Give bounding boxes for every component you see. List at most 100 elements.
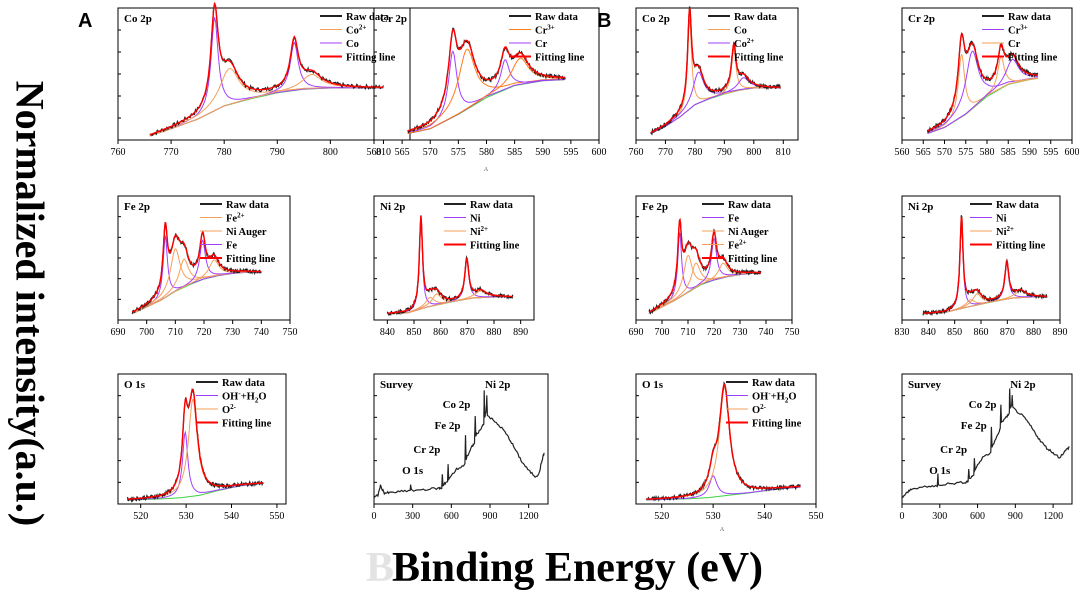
x-tick-label: 585 bbox=[1001, 147, 1016, 158]
x-tick-label: 595 bbox=[1043, 147, 1058, 158]
panel-label-a: A bbox=[78, 10, 93, 32]
x-tick-label: 790 bbox=[717, 147, 732, 158]
survey-annotation-1: Fe 2p bbox=[961, 420, 987, 432]
legend-label-4: Fitting line bbox=[226, 254, 276, 265]
x-tick-label: 900 bbox=[483, 511, 498, 522]
component-peak-3 bbox=[387, 260, 513, 315]
background-line bbox=[149, 87, 384, 137]
x-tick-label: 300 bbox=[932, 511, 947, 522]
survey-line bbox=[373, 390, 545, 499]
chart-title: Fe 2p bbox=[642, 201, 668, 213]
legend-label-1: Cr3+ bbox=[535, 24, 555, 37]
x-tick-label: 750 bbox=[785, 327, 800, 338]
component-peak-2 bbox=[132, 258, 262, 314]
chart-b-ni-2p: 830 840 850 860 870 880 890 Ni 2p Raw data NiNi2+… bbox=[895, 195, 1068, 338]
component-peak-3 bbox=[149, 73, 384, 137]
fitting-line bbox=[127, 388, 264, 500]
ghost-letter: B bbox=[366, 545, 395, 591]
x-tick-label: 840 bbox=[921, 327, 936, 338]
raw-data-line bbox=[386, 215, 514, 317]
chart-b-survey: 0 300 600 900 1200 Survey Co 2p Fe 2p Cr 2p O 1s N… bbox=[900, 373, 1073, 522]
component-peak-4 bbox=[923, 290, 1047, 315]
x-tick-label: 890 bbox=[1053, 327, 1068, 338]
chart-title: Cr 2p bbox=[380, 13, 407, 25]
legend-label-1: Ni bbox=[470, 214, 481, 225]
legend-label-3: Fitting line bbox=[734, 53, 784, 64]
legend-label-3: Fitting line bbox=[470, 241, 520, 252]
legend-label-0: Raw data bbox=[226, 200, 270, 211]
plot-frame bbox=[901, 373, 1073, 505]
fitting-line bbox=[650, 7, 781, 134]
chart-title: Ni 2p bbox=[380, 201, 405, 213]
x-tick-label: 800 bbox=[323, 147, 338, 158]
legend-label-2: Co2+ bbox=[734, 37, 754, 50]
survey-annotation-4: Ni 2p bbox=[485, 379, 510, 391]
x-tick-label: 810 bbox=[776, 147, 791, 158]
component-peak-0 bbox=[127, 430, 264, 501]
x-tick-label: 530 bbox=[706, 511, 721, 522]
legend-label-2: Ni Auger bbox=[728, 227, 769, 238]
raw-data-line bbox=[922, 215, 1048, 317]
legend-label-3: Fitting line bbox=[535, 53, 585, 64]
legend-label-3: Fitting line bbox=[1008, 53, 1058, 64]
chart-title: Co 2p bbox=[642, 13, 670, 25]
x-tick-label: 760 bbox=[111, 147, 126, 158]
x-tick-label: 690 bbox=[111, 327, 126, 338]
x-tick-label: 850 bbox=[407, 327, 422, 338]
x-tick-label: 790 bbox=[270, 147, 285, 158]
stray-mark: A bbox=[484, 167, 489, 173]
fitting-line bbox=[149, 2, 384, 136]
x-tick-label: 720 bbox=[197, 327, 212, 338]
survey-annotation-3: O 1s bbox=[929, 465, 951, 477]
component-peak-0 bbox=[650, 19, 781, 134]
x-tick-label: 740 bbox=[254, 327, 269, 338]
x-tick-label: 710 bbox=[168, 327, 183, 338]
legend-label-2: O2- bbox=[222, 403, 237, 416]
x-tick-label: 740 bbox=[759, 327, 774, 338]
plot-frame bbox=[373, 373, 549, 505]
x-tick-label: 580 bbox=[479, 147, 494, 158]
fitting-line bbox=[387, 215, 513, 314]
plot-frame bbox=[901, 195, 1061, 321]
chart-a-cr-2p: 560 565 570 575 580 585 590 595 600 Cr 2p Raw data… bbox=[367, 7, 607, 158]
legend-label-0: Raw data bbox=[728, 200, 772, 211]
fitting-line bbox=[646, 383, 801, 500]
component-peak-1 bbox=[646, 387, 801, 500]
x-tick-label: 750 bbox=[283, 327, 298, 338]
legend-label-2: Co bbox=[346, 39, 359, 50]
legend-label-4: Fitting line bbox=[728, 254, 778, 265]
background-line bbox=[407, 79, 566, 135]
x-tick-label: 565 bbox=[395, 147, 410, 158]
survey-annotation-2: Cr 2p bbox=[413, 444, 440, 456]
x-tick-label: 575 bbox=[451, 147, 466, 158]
legend-label-2: O2- bbox=[752, 403, 767, 416]
x-tick-label: 540 bbox=[757, 511, 772, 522]
x-tick-label: 900 bbox=[1008, 511, 1023, 522]
component-peak-4 bbox=[132, 259, 262, 315]
x-tick-label: 575 bbox=[958, 147, 973, 158]
x-tick-label: 590 bbox=[535, 147, 550, 158]
x-tick-label: 0 bbox=[900, 511, 905, 522]
x-tick-label: 1200 bbox=[519, 511, 539, 522]
x-tick-label: 560 bbox=[367, 147, 382, 158]
legend-label-3: Fe2+ bbox=[728, 239, 747, 252]
fitting-line bbox=[131, 221, 262, 313]
x-tick-label: 600 bbox=[592, 147, 607, 158]
x-tick-label: 570 bbox=[423, 147, 438, 158]
fitting-line bbox=[407, 28, 566, 132]
panel-label-b: B bbox=[597, 10, 612, 32]
raw-data-line bbox=[650, 6, 781, 136]
x-tick-label: 550 bbox=[809, 511, 824, 522]
x-tick-label: 770 bbox=[164, 147, 179, 158]
legend-label-3: Fe bbox=[226, 241, 237, 252]
legend-label-2: Ni2+ bbox=[996, 225, 1014, 238]
chart-title: Survey bbox=[380, 379, 414, 391]
x-tick-label: 540 bbox=[224, 511, 239, 522]
survey-annotation-3: O 1s bbox=[402, 465, 424, 477]
